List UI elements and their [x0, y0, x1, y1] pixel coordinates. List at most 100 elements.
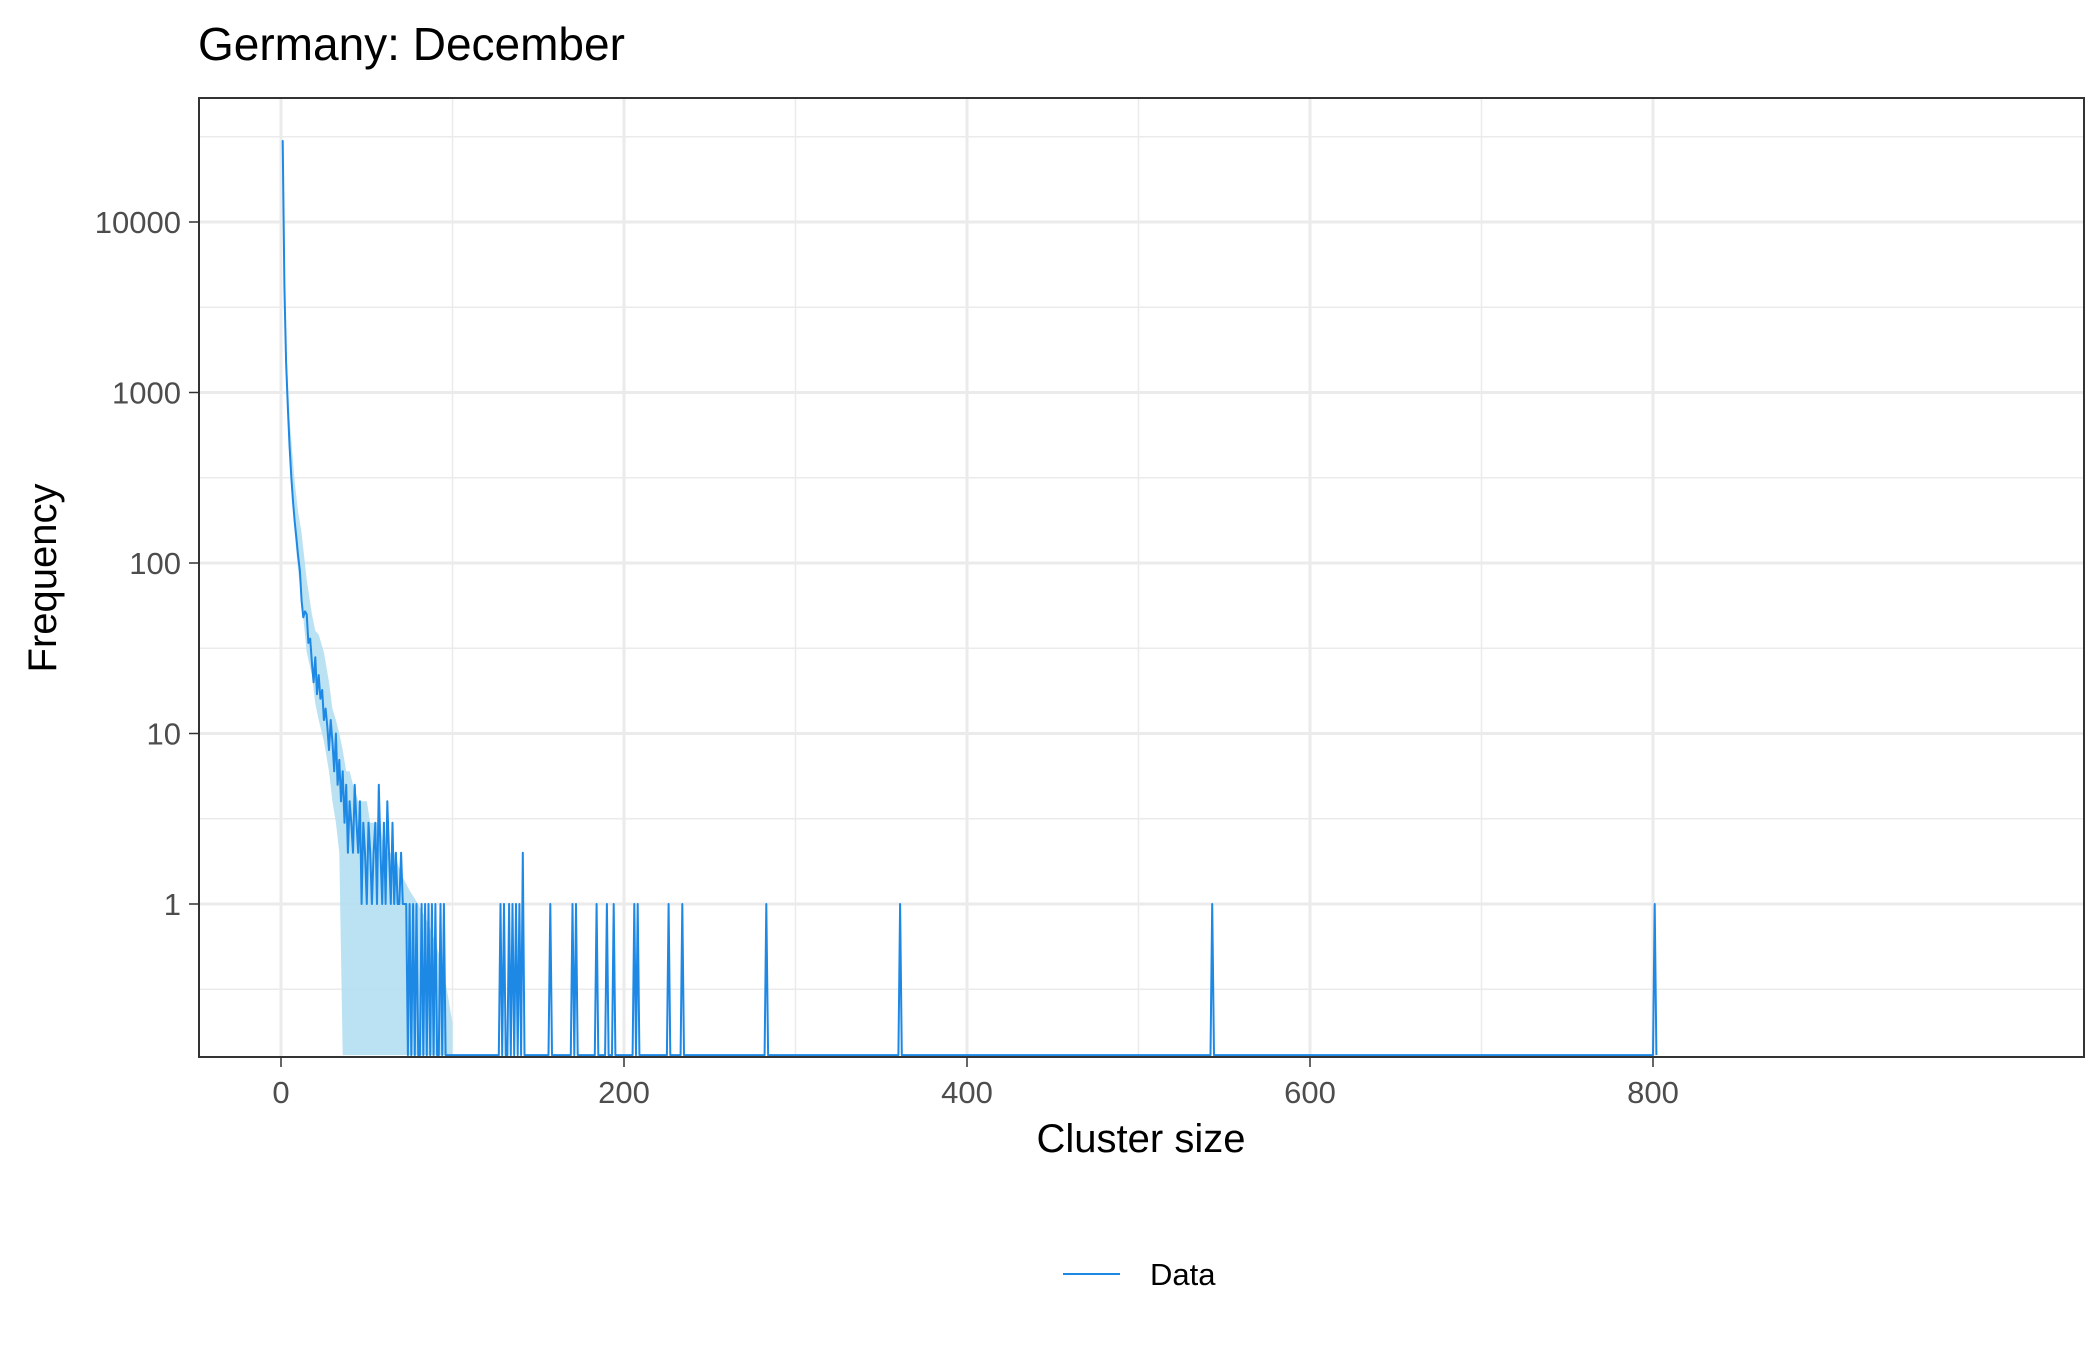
- data-point: [431, 903, 433, 905]
- x-axis-title: Cluster size: [1037, 1117, 1246, 1161]
- data-point: [420, 903, 423, 905]
- data-point: [396, 903, 399, 905]
- data-point: [364, 851, 366, 854]
- data-point: [293, 520, 296, 523]
- data-point: [307, 642, 310, 644]
- data-point: [324, 707, 327, 710]
- data-point: [408, 903, 411, 905]
- data-point: [314, 656, 317, 659]
- y-tick-label: 1000: [112, 376, 181, 411]
- y-axis-ticks: 1 10 100 1000 10000: [95, 205, 199, 922]
- data-point: [311, 661, 313, 664]
- data-point: [606, 903, 608, 905]
- data-point: [391, 821, 394, 824]
- data-point: [367, 821, 370, 824]
- data-point: [285, 361, 287, 364]
- data-point: [305, 613, 308, 616]
- data-point: [281, 139, 284, 142]
- data-point: [434, 903, 437, 905]
- data-point: [384, 903, 387, 905]
- data-line-path: [281, 140, 1658, 1057]
- data-point: [383, 821, 385, 824]
- data-point: [357, 851, 359, 854]
- data-series-line: [281, 139, 1658, 1057]
- data-point: [412, 903, 414, 905]
- data-point: [571, 903, 574, 905]
- grid: [199, 98, 2084, 1057]
- data-point: [365, 903, 368, 905]
- y-tick-label: 10: [147, 717, 181, 752]
- data-point: [400, 851, 402, 854]
- x-tick-label: 200: [598, 1075, 650, 1110]
- data-point: [393, 903, 395, 905]
- y-tick-label: 10000: [95, 205, 181, 240]
- data-point: [352, 851, 354, 854]
- chart-title: Germany: December: [198, 18, 625, 70]
- data-point: [316, 693, 318, 696]
- data-point: [612, 903, 615, 905]
- data-point: [388, 851, 390, 854]
- legend: Data: [1063, 1257, 1216, 1292]
- data-point: [333, 770, 335, 773]
- data-point: [347, 851, 349, 854]
- data-point: [508, 903, 510, 905]
- data-point: [319, 697, 322, 700]
- data-point: [317, 674, 320, 676]
- data-point: [348, 800, 351, 803]
- data-point: [304, 610, 306, 613]
- data-point: [355, 821, 358, 824]
- data-point: [350, 821, 353, 824]
- data-point: [595, 903, 598, 905]
- data-point: [300, 600, 303, 602]
- data-point: [369, 851, 371, 854]
- x-tick-label: 400: [941, 1075, 993, 1110]
- data-point: [345, 784, 347, 786]
- data-point: [401, 903, 404, 905]
- data-point: [1653, 903, 1656, 905]
- data-point: [287, 408, 289, 410]
- data-point: [283, 285, 286, 288]
- data-point: [765, 903, 768, 905]
- data-point: [336, 784, 339, 786]
- data-point: [1211, 903, 1214, 905]
- data-point: [290, 476, 293, 478]
- data-point: [341, 770, 344, 773]
- data-point: [499, 903, 502, 905]
- data-point: [405, 903, 407, 905]
- data-point: [636, 903, 639, 905]
- data-point: [374, 821, 377, 824]
- data-point: [328, 749, 330, 751]
- y-tick-label: 1: [164, 887, 181, 922]
- data-point: [326, 725, 329, 728]
- data-point: [295, 537, 298, 539]
- data-point: [371, 903, 373, 905]
- data-point: [323, 719, 325, 721]
- panel-border: [198, 97, 2085, 1058]
- data-point: [381, 903, 383, 905]
- data-point: [515, 903, 517, 905]
- data-point: [292, 500, 294, 503]
- data-point: [379, 851, 382, 854]
- data-point: [522, 851, 524, 854]
- data-point: [549, 903, 552, 905]
- data-point: [398, 903, 401, 905]
- data-point: [681, 903, 684, 905]
- data-point: [299, 570, 301, 572]
- data-point: [415, 903, 418, 905]
- data-point: [362, 821, 365, 824]
- data-point: [353, 784, 356, 786]
- data-point: [329, 719, 332, 721]
- data-point: [427, 903, 430, 905]
- data-point: [899, 903, 901, 905]
- data-point: [443, 903, 445, 905]
- x-axis-ticks: 0 200 400 600 800: [272, 1057, 1679, 1110]
- data-point: [321, 689, 323, 691]
- data-point: [312, 681, 315, 683]
- y-tick-label: 100: [129, 546, 181, 581]
- x-tick-label: 600: [1284, 1075, 1336, 1110]
- data-point: [343, 821, 346, 824]
- x-tick-label: 0: [272, 1075, 289, 1110]
- data-point: [376, 903, 378, 905]
